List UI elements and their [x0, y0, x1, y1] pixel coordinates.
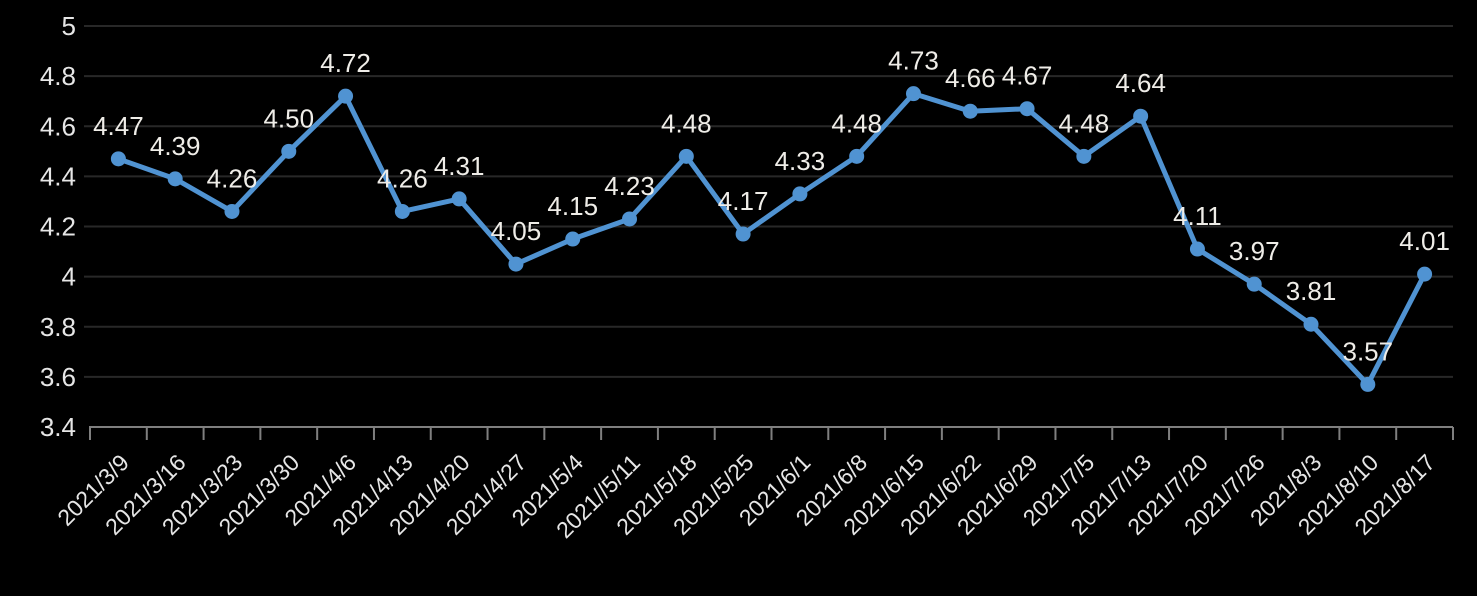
data-point-label: 4.15: [547, 191, 598, 221]
data-point-marker: [224, 203, 240, 219]
data-point-label: 4.26: [207, 163, 258, 193]
y-tick-label: 4.4: [40, 161, 76, 191]
data-point-marker: [1417, 266, 1433, 282]
data-point-marker: [1189, 241, 1205, 257]
data-point-label: 4.05: [491, 216, 542, 246]
data-point-label: 3.81: [1286, 276, 1337, 306]
data-point-label: 4.67: [1002, 61, 1053, 91]
y-tick-label: 5: [62, 11, 76, 41]
data-point-marker: [565, 231, 581, 247]
data-point-label: 4.47: [93, 111, 144, 141]
data-point-label: 4.01: [1399, 226, 1450, 256]
data-point-label: 4.48: [831, 108, 882, 138]
data-point-marker: [338, 88, 354, 104]
data-point-marker: [110, 151, 126, 167]
y-tick-label: 4: [62, 262, 76, 292]
y-tick-label: 3.4: [40, 412, 76, 442]
data-point-marker: [1019, 101, 1035, 117]
data-point-marker: [622, 211, 638, 227]
data-point-marker: [508, 256, 524, 272]
data-point-marker: [394, 203, 410, 219]
data-point-marker: [792, 186, 808, 202]
data-point-label: 3.97: [1229, 236, 1280, 266]
data-point-label: 4.23: [604, 171, 655, 201]
y-tick-label: 4.2: [40, 212, 76, 242]
data-point-label: 4.39: [150, 131, 201, 161]
data-point-marker: [1360, 376, 1376, 392]
data-point-marker: [1133, 108, 1149, 124]
y-tick-label: 3.6: [40, 362, 76, 392]
data-point-label: 4.50: [263, 103, 314, 133]
data-point-marker: [678, 148, 694, 164]
data-point-label: 4.66: [945, 63, 996, 93]
data-point-label: 3.57: [1343, 336, 1394, 366]
data-point-label: 4.26: [377, 163, 428, 193]
series-line: [115, 91, 1428, 387]
data-point-marker: [849, 148, 865, 164]
y-tick-label: 3.8: [40, 312, 76, 342]
data-point-marker: [167, 171, 183, 187]
data-point-marker: [1303, 316, 1319, 332]
data-point-label: 4.11: [1173, 201, 1222, 231]
data-point-marker: [281, 143, 297, 159]
data-point-marker: [905, 86, 921, 102]
data-point-label: 4.17: [718, 186, 769, 216]
data-point-marker: [735, 226, 751, 242]
data-point-label: 4.73: [888, 46, 939, 76]
data-point-label: 4.33: [775, 146, 826, 176]
y-tick-label: 4.8: [40, 61, 76, 91]
data-point-label: 4.64: [1115, 68, 1166, 98]
data-point-marker: [1076, 148, 1092, 164]
data-point-label: 4.48: [661, 108, 712, 138]
y-tick-label: 4.6: [40, 111, 76, 141]
data-point-marker: [1246, 276, 1262, 292]
data-point-label: 4.72: [320, 48, 371, 78]
data-point-marker: [962, 103, 978, 119]
data-point-marker: [451, 191, 467, 207]
data-point-label: 4.31: [434, 151, 485, 181]
data-point-label: 4.48: [1059, 108, 1110, 138]
